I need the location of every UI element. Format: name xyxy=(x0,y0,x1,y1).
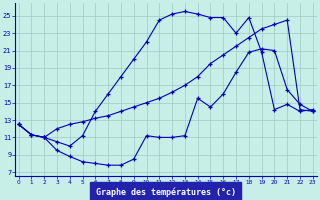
X-axis label: Graphe des températures (°c): Graphe des températures (°c) xyxy=(96,188,236,197)
